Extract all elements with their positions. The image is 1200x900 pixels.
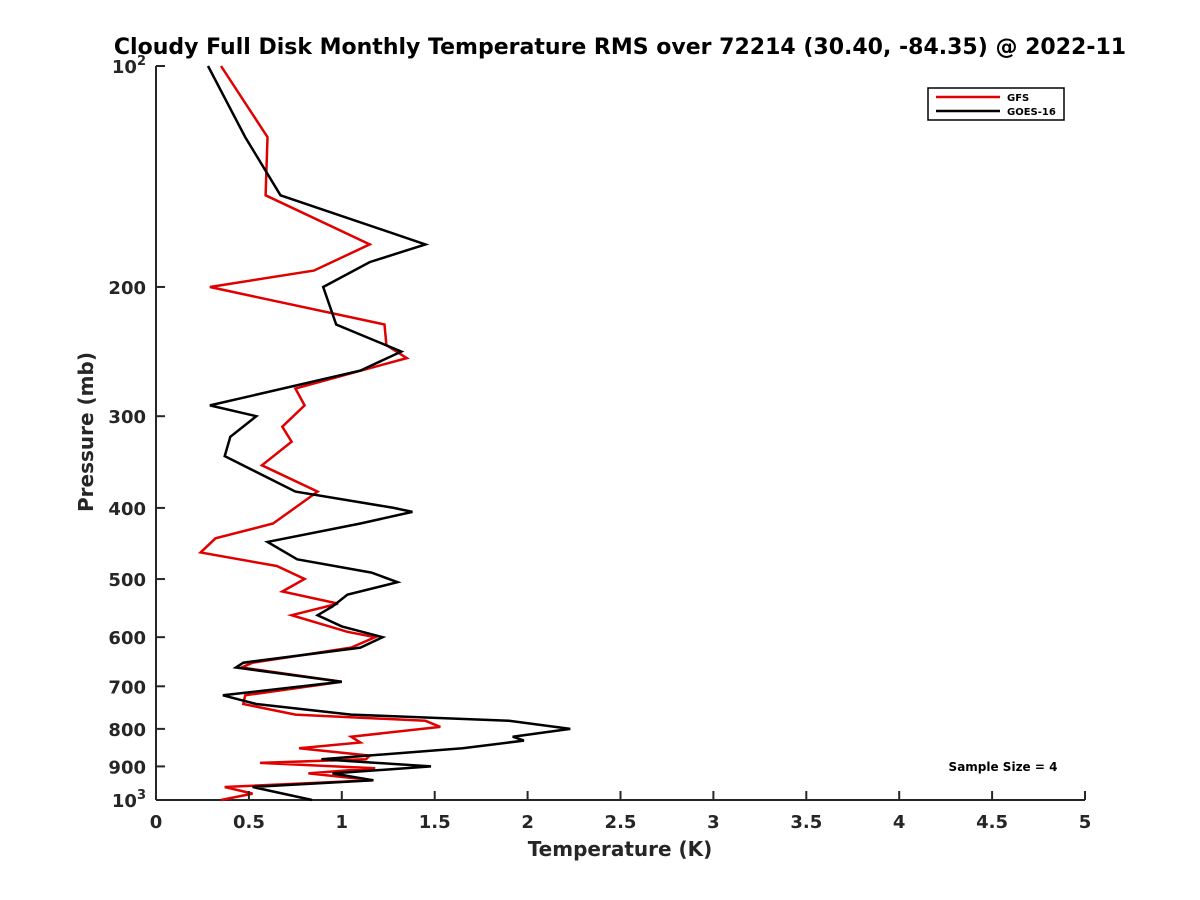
y-tick-label: 800 [108,720,146,741]
y-tick-label: 102 [112,54,146,78]
sample-size-annotation: Sample Size = 4 [949,760,1058,774]
x-axis-ticks: 0 0.5 1 1.5 2 2.5 3 3.5 4 4.5 5 [150,791,1092,833]
x-tick-label: 4.5 [976,812,1008,833]
x-tick-label: 0 [150,812,163,833]
series-line-goes-16 [206,65,571,802]
legend-label-gfs: GFS [1007,93,1029,104]
x-tick-label: 2 [521,812,534,833]
y-tick-label: 200 [108,278,146,299]
x-tick-label: 4 [893,812,906,833]
x-tick-label: 1.5 [419,812,451,833]
y-tick-label: 700 [108,677,146,698]
x-tick-label: 5 [1079,812,1092,833]
y-tick-label: 600 [108,628,146,649]
x-tick-label: 3 [707,812,720,833]
chart-title: Cloudy Full Disk Monthly Temperature RMS… [114,35,1126,60]
series-layer [197,65,571,802]
x-tick-label: 2.5 [605,812,637,833]
legend-box [927,87,1065,121]
y-tick-label: 500 [108,570,146,591]
y-axis-label: Pressure (mb) [74,352,98,512]
legend: GFS GOES-16 [927,87,1065,121]
legend-label-goes16: GOES-16 [1007,107,1056,118]
plot-area [155,66,1085,801]
series-line-gfs [197,65,441,802]
x-tick-label: 3.5 [790,812,822,833]
y-axis-ticks: 102 200 300 400 500 600 700 800 900 103 [108,54,165,812]
x-tick-label: 0.5 [233,812,265,833]
y-tick-label: 900 [108,757,146,778]
x-axis-label: Temperature (K) [528,837,713,861]
y-tick-label: 300 [108,407,146,428]
x-tick-label: 1 [336,812,349,833]
y-tick-label: 103 [112,788,146,812]
y-tick-label: 400 [108,499,146,520]
